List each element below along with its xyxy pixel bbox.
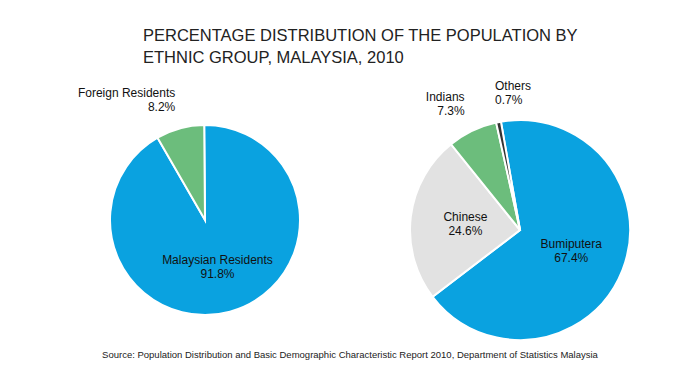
html-text:PERCENTAGE DISTRIBUTION OF THE: PERCENTAGE DISTRIBUTION OF THE POPULATIO… xyxy=(143,26,578,66)
svg-text:Bumiputera67.4%: Bumiputera67.4% xyxy=(541,237,603,265)
svg-text:Indians7.3%: Indians7.3% xyxy=(426,90,465,118)
svg-text:Foreign Residents8.2%: Foreign Residents8.2% xyxy=(78,86,176,114)
svg-text:Chinese24.6%: Chinese24.6% xyxy=(443,210,487,238)
svg-text:Others0.7%: Others0.7% xyxy=(495,79,531,107)
html-text:Source: Population Distributio: Source: Population Distribution and Basi… xyxy=(102,349,598,360)
svg-text:Malaysian Residents91.8%: Malaysian Residents91.8% xyxy=(162,253,273,281)
